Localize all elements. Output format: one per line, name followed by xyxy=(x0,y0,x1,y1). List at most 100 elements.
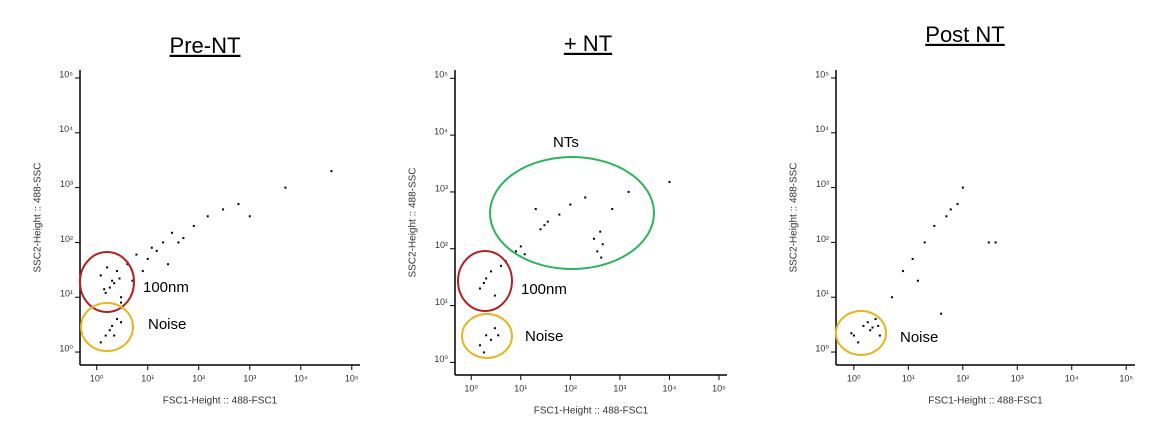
point xyxy=(106,266,109,269)
point xyxy=(118,277,121,280)
x-tick-label: 10⁰ xyxy=(90,373,104,383)
point xyxy=(534,208,537,211)
point xyxy=(131,279,134,282)
x-tick-label: 10² xyxy=(192,373,205,383)
panel-title: Post NT xyxy=(925,22,1004,47)
point xyxy=(155,249,158,252)
x-tick-label: 10⁰ xyxy=(464,383,478,393)
x-tick-label: 10² xyxy=(564,383,577,393)
point xyxy=(478,344,481,347)
point xyxy=(182,237,185,240)
x-tick-label: 10⁴ xyxy=(663,383,677,393)
y-tick-label: 10² xyxy=(60,234,73,244)
gate-label: 100nm xyxy=(521,281,567,298)
x-tick-label: 10⁵ xyxy=(1119,373,1133,383)
point xyxy=(113,282,116,285)
point xyxy=(99,341,102,344)
point xyxy=(171,231,174,234)
point xyxy=(869,329,872,332)
y-tick-label: 10⁵ xyxy=(434,70,448,80)
point xyxy=(177,241,180,244)
x-axis-label: FSC1-Height :: 488-FSC1 xyxy=(928,396,1043,407)
gate xyxy=(457,250,513,312)
point xyxy=(627,190,630,193)
point xyxy=(478,287,481,290)
point xyxy=(866,321,869,324)
x-tick-label: 10³ xyxy=(1011,373,1024,383)
point xyxy=(126,263,129,266)
point xyxy=(248,215,251,218)
point xyxy=(916,279,919,282)
point xyxy=(150,246,153,249)
point xyxy=(108,286,111,289)
point xyxy=(167,263,170,266)
y-tick-label: 10¹ xyxy=(60,289,73,299)
point xyxy=(237,203,240,206)
x-tick-label: 10¹ xyxy=(902,373,915,383)
point xyxy=(611,208,614,211)
gate-label: Noise xyxy=(525,328,563,345)
point xyxy=(485,277,488,280)
point xyxy=(493,294,496,297)
y-axis-label: SSC2-Height :: 488-SSC xyxy=(33,162,44,272)
x-tick-label: 10¹ xyxy=(141,373,154,383)
x-tick-label: 10¹ xyxy=(514,383,527,393)
point xyxy=(523,253,526,256)
y-axis-label: SSC2-Height :: 488-SSC xyxy=(789,162,800,272)
point xyxy=(877,324,880,327)
point xyxy=(489,270,492,273)
point xyxy=(592,237,595,240)
y-tick-label: 10³ xyxy=(60,179,73,189)
point xyxy=(890,296,893,299)
x-tick-label: 10⁵ xyxy=(712,383,726,393)
point xyxy=(514,250,517,253)
y-tick-label: 10⁰ xyxy=(59,343,73,353)
point xyxy=(933,224,936,227)
y-tick-label: 10² xyxy=(435,240,448,250)
point xyxy=(940,312,943,315)
point xyxy=(596,250,599,253)
point xyxy=(871,326,874,329)
point xyxy=(945,215,948,218)
point xyxy=(902,270,905,273)
x-axis-label: FSC1-Height :: 488-FSC1 xyxy=(163,396,278,407)
gate xyxy=(461,313,513,359)
point xyxy=(668,180,671,183)
point xyxy=(994,241,997,244)
y-tick-label: 10³ xyxy=(435,183,448,193)
y-tick-label: 10⁴ xyxy=(815,124,829,134)
point xyxy=(120,321,123,324)
point xyxy=(497,334,500,337)
y-tick-label: 10⁵ xyxy=(59,69,73,79)
point xyxy=(116,270,119,273)
point xyxy=(146,257,149,260)
point xyxy=(539,228,542,231)
point xyxy=(601,243,604,246)
x-tick-label: 10⁴ xyxy=(1065,373,1079,383)
point xyxy=(956,203,959,206)
point xyxy=(108,329,111,332)
gate xyxy=(79,251,135,313)
point xyxy=(206,215,209,218)
point xyxy=(493,327,496,330)
x-axis-label: FSC1-Height :: 488-FSC1 xyxy=(534,406,649,417)
x-tick-label: 10³ xyxy=(613,383,626,393)
point xyxy=(961,186,964,189)
y-tick-label: 10² xyxy=(816,234,829,244)
point xyxy=(584,196,587,199)
point xyxy=(543,224,546,227)
point xyxy=(923,241,926,244)
y-tick-label: 10⁴ xyxy=(434,126,448,136)
point xyxy=(120,301,123,304)
x-tick-label: 10⁴ xyxy=(294,373,308,383)
point xyxy=(874,318,877,321)
gate-label: Noise xyxy=(900,329,938,346)
y-tick-label: 10⁴ xyxy=(59,124,73,134)
point xyxy=(192,224,195,227)
point xyxy=(558,213,561,216)
point xyxy=(852,334,855,337)
point xyxy=(500,264,503,267)
point xyxy=(599,230,602,233)
y-tick-label: 10¹ xyxy=(435,297,448,307)
